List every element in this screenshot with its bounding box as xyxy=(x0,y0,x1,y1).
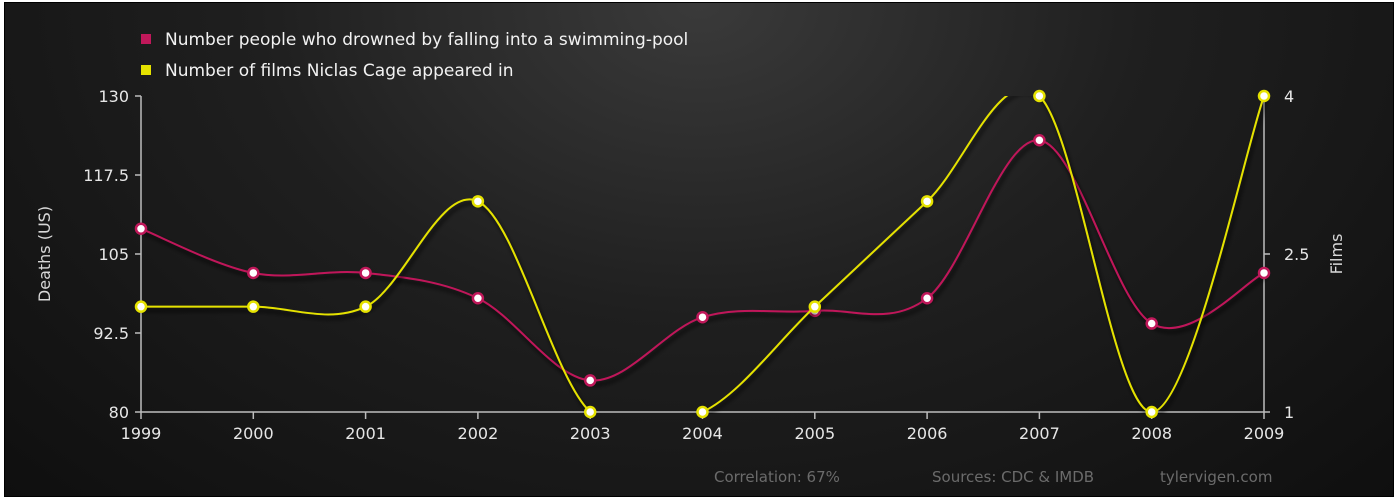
footer-site: tylervigen.com xyxy=(1160,468,1272,486)
data-point[interactable] xyxy=(583,405,597,419)
x-tick-label: 2007 xyxy=(1019,424,1060,443)
x-tick-label: 2009 xyxy=(1244,424,1285,443)
data-point[interactable] xyxy=(134,222,148,235)
data-point[interactable] xyxy=(1145,405,1158,419)
y-axis-title: Deaths (US) xyxy=(35,206,54,302)
y2-tick-label: 2.5 xyxy=(1284,245,1309,264)
data-point[interactable] xyxy=(808,300,822,313)
data-point[interactable] xyxy=(696,405,709,419)
x-tick-label: 2008 xyxy=(1131,424,1172,443)
y-tick-label: 130 xyxy=(98,87,129,106)
y2-axis-title: Films xyxy=(1327,234,1346,275)
data-point[interactable] xyxy=(1257,89,1271,103)
x-tick-label: 2005 xyxy=(794,424,835,443)
legend-label-films: Number of films Niclas Cage appeared in xyxy=(165,61,514,81)
series-line-0 xyxy=(140,139,1265,382)
legend-label-drowning: Number people who drowned by falling int… xyxy=(165,30,688,50)
axes: 80 92.5 105 117.5 130 1 2.5 4 1999 2000 2001 2002 20… xyxy=(83,87,1309,443)
data-point[interactable] xyxy=(583,374,597,387)
data-point[interactable] xyxy=(471,291,485,305)
y2-tick-label: 1 xyxy=(1284,403,1294,422)
data-point[interactable] xyxy=(920,291,934,305)
y-tick-label: 80 xyxy=(109,403,129,422)
x-tick-label: 2004 xyxy=(682,424,723,443)
footer-correlation: Correlation: 67% xyxy=(714,468,840,486)
series-1 xyxy=(134,89,1271,419)
y-tick-label: 117.5 xyxy=(83,166,129,185)
data-point[interactable] xyxy=(247,266,260,280)
x-tick-label: 2003 xyxy=(570,424,611,443)
x-tick-label: 2006 xyxy=(907,424,948,443)
series-0 xyxy=(134,133,1271,387)
data-point[interactable] xyxy=(134,300,148,313)
data-point[interactable] xyxy=(471,195,485,208)
x-tick-label: 2001 xyxy=(345,424,386,443)
data-point[interactable] xyxy=(696,310,709,324)
y-tick-label: 105 xyxy=(98,245,129,264)
footer-sources: Sources: CDC & IMDB xyxy=(932,468,1094,486)
data-point[interactable] xyxy=(359,300,372,313)
series-layer xyxy=(134,89,1271,419)
data-point[interactable] xyxy=(1257,266,1271,280)
x-tick-label: 2000 xyxy=(233,424,274,443)
x-tick-label: 1999 xyxy=(121,424,162,443)
data-point[interactable] xyxy=(359,266,372,280)
data-point[interactable] xyxy=(1033,89,1046,103)
data-point[interactable] xyxy=(920,195,934,208)
legend-swatch-films xyxy=(141,65,151,75)
data-point[interactable] xyxy=(247,300,260,313)
x-tick-label: 2002 xyxy=(458,424,499,443)
data-point[interactable] xyxy=(1033,133,1046,147)
y2-tick-label: 4 xyxy=(1284,87,1294,106)
legend: Number people who drowned by falling int… xyxy=(141,30,688,81)
series-line-1 xyxy=(140,96,1265,414)
legend-swatch-drowning xyxy=(141,34,151,44)
y-tick-label: 92.5 xyxy=(93,324,129,343)
data-point[interactable] xyxy=(1145,317,1158,330)
